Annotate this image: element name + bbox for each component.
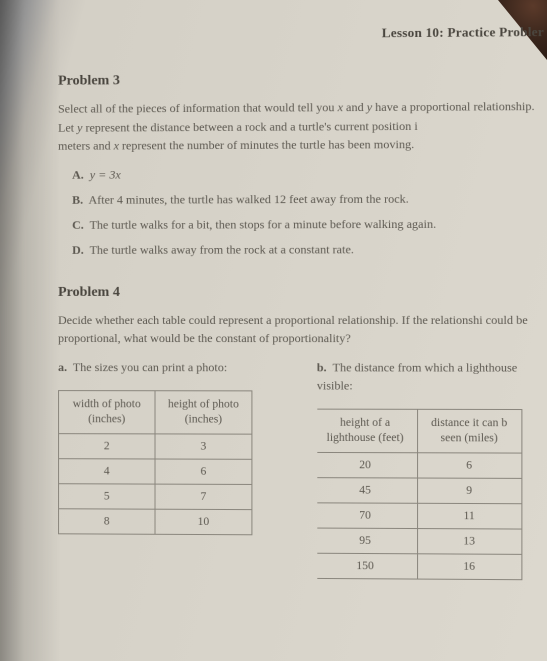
cell: 7 (155, 484, 252, 510)
choice-d: D. The turtle walks away from the rock a… (72, 240, 547, 259)
problem-3-choices: A. y = 3x B. After 4 minutes, the turtle… (72, 164, 547, 259)
cell: 150 (317, 553, 417, 579)
cell: 5 (59, 484, 155, 509)
table-b-col1: height of a lighthouse (feet) (317, 409, 417, 453)
table-a-col2: height of photo (inches) (155, 391, 252, 434)
cell: 3 (155, 434, 252, 459)
p4a-letter: a. (58, 360, 67, 374)
problem-4-columns: a. The sizes you can print a photo: widt… (58, 358, 547, 580)
table-a: width of photo (inches) height of photo … (58, 390, 252, 535)
p4b-label: b. The distance from which a lighthouse … (317, 358, 547, 395)
table-b-header-row: height of a lighthouse (feet) distance i… (317, 409, 522, 453)
cell: 16 (417, 554, 521, 580)
problem-4b: b. The distance from which a lighthouse … (317, 358, 547, 580)
table-row: 7011 (317, 503, 522, 529)
cell: 70 (317, 503, 417, 529)
lesson-header: Lesson 10: Practice Probler (58, 24, 547, 44)
cell: 10 (155, 509, 252, 535)
table-row: 810 (59, 509, 252, 535)
textbook-page: Lesson 10: Practice Probler Problem 3 Se… (0, 0, 547, 661)
choice-b-letter: B. (72, 192, 83, 206)
problem-4a: a. The sizes you can print a photo: widt… (58, 358, 292, 579)
cell: 9 (417, 478, 521, 504)
problem-3-intro: Select all of the pieces of information … (58, 97, 547, 156)
choice-d-letter: D. (72, 243, 84, 257)
cell: 20 (317, 452, 417, 478)
table-a-header-row: width of photo (inches) height of photo … (59, 391, 252, 434)
choice-c-text: The turtle walks for a bit, then stops f… (90, 217, 437, 232)
p3-text-6: represent the number of minutes the turt… (119, 137, 414, 152)
cell: 8 (59, 509, 155, 535)
problem-4-intro: Decide whether each table could represen… (58, 311, 547, 349)
p4b-text: The distance from which a lighthouse vis… (317, 360, 517, 392)
choice-b: B. After 4 minutes, the turtle has walke… (72, 189, 547, 209)
cell: 6 (155, 459, 252, 484)
choice-d-text: The turtle walks away from the rock at a… (90, 242, 354, 257)
p3-text-1: Select all of the pieces of information … (58, 100, 338, 116)
cell: 11 (417, 503, 521, 529)
table-row: 206 (317, 452, 522, 478)
p4a-label: a. The sizes you can print a photo: (58, 358, 292, 376)
table-row: 9513 (317, 528, 522, 554)
p3-text-4: represent the distance between a rock an… (82, 118, 417, 134)
cell: 2 (59, 433, 155, 458)
cell: 45 (317, 477, 417, 503)
choice-a: A. y = 3x (72, 164, 547, 184)
problem-4-title: Problem 4 (58, 284, 547, 301)
choice-c: C. The turtle walks for a bit, then stop… (72, 214, 547, 233)
table-row: 23 (59, 433, 252, 459)
choice-a-text: y = 3x (90, 167, 121, 181)
problem-3-title: Problem 3 (58, 70, 547, 89)
p4a-text: The sizes you can print a photo: (73, 360, 227, 374)
p3-text-5: meters and (58, 139, 114, 153)
table-row: 46 (59, 459, 252, 485)
choice-b-text: After 4 minutes, the turtle has walked 1… (89, 191, 409, 206)
p3-text-2: and (343, 100, 367, 114)
choice-c-letter: C. (72, 218, 84, 232)
table-row: 459 (317, 477, 522, 503)
table-b-col2: distance it can b seen (miles) (417, 409, 521, 453)
cell: 6 (417, 453, 521, 479)
cell: 95 (317, 528, 417, 554)
table-row: 57 (59, 484, 252, 510)
cell: 13 (417, 528, 521, 554)
cell: 4 (59, 459, 155, 484)
p4b-letter: b. (317, 360, 327, 374)
choice-a-letter: A. (72, 167, 84, 181)
table-row: 15016 (317, 553, 522, 579)
table-a-col1: width of photo (inches) (59, 391, 155, 434)
table-b: height of a lighthouse (feet) distance i… (317, 409, 522, 580)
